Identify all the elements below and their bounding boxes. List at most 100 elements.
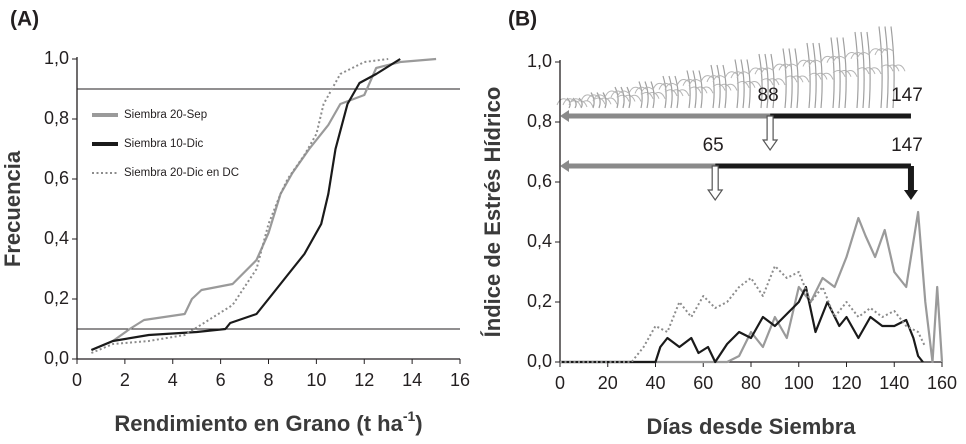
plant <box>662 75 667 109</box>
plant <box>596 92 601 109</box>
y-axis-label: Frecuencia <box>0 150 25 267</box>
plant <box>878 26 883 109</box>
y-tick-label: 0,2 <box>44 288 69 308</box>
y-tick-label: 0,2 <box>527 291 552 311</box>
plant <box>734 59 739 109</box>
y-tick-label: 0,4 <box>527 231 552 251</box>
leaf <box>760 67 786 86</box>
series-line <box>90 58 401 352</box>
plant <box>716 64 721 109</box>
plant <box>794 48 799 109</box>
y-axis-label: Índice de Estrés Hídrico <box>480 87 505 338</box>
plant <box>866 31 871 109</box>
plant <box>722 64 727 109</box>
plant <box>854 31 859 109</box>
plant <box>590 92 595 109</box>
leaf <box>706 75 732 91</box>
plant <box>746 59 751 109</box>
leaf <box>736 71 762 88</box>
leaf <box>784 63 810 83</box>
plant <box>686 70 691 109</box>
leaf <box>880 48 906 72</box>
series-line <box>560 285 924 364</box>
plant <box>806 42 811 109</box>
plant <box>764 53 769 109</box>
x-tick-label: 100 <box>784 373 814 393</box>
phase-start-arrow <box>707 165 724 202</box>
x-axis-label: Días desde Siembra <box>646 414 856 439</box>
x-tick-label: 0 <box>72 370 82 390</box>
x-tick-label: 8 <box>263 370 273 390</box>
plant <box>626 86 631 109</box>
leaf <box>856 52 882 75</box>
x-tick-label: 20 <box>598 373 618 393</box>
plant <box>620 86 625 109</box>
series-line <box>90 57 437 352</box>
plant <box>638 81 643 109</box>
plant <box>830 37 835 109</box>
y-tick-label: 0,6 <box>527 171 552 191</box>
plant <box>602 92 607 109</box>
leaf <box>562 98 588 108</box>
x-tick-label: 60 <box>693 373 713 393</box>
leaf <box>808 59 834 80</box>
leaf <box>640 86 666 99</box>
plant <box>614 86 619 109</box>
plant <box>836 37 841 109</box>
leaf <box>664 82 690 97</box>
series-line <box>560 210 944 364</box>
phase-arrowhead <box>560 110 569 122</box>
x-tick-label: 120 <box>831 373 861 393</box>
x-tick-label: 0 <box>555 373 565 393</box>
x-tick-label: 40 <box>645 373 665 393</box>
legend-label: Siembra 20-Dic en DC <box>124 167 239 179</box>
phase-start-arrow <box>761 115 779 152</box>
x-axis-label-end: ) <box>415 411 422 436</box>
plant-illustration <box>556 26 906 109</box>
plant <box>740 59 745 109</box>
plant <box>674 75 679 109</box>
y-tick-label: 0,8 <box>44 108 69 128</box>
x-axis-label-text: Rendimiento en Grano (t ha <box>114 411 403 436</box>
phase-arrowhead <box>560 160 569 172</box>
phase-start-label: 65 <box>703 135 724 156</box>
plant <box>578 97 583 109</box>
plant <box>650 81 655 109</box>
legend-label: Siembra 20-Sep <box>124 109 207 121</box>
panel-label: (A) <box>10 8 39 31</box>
x-tick-label: 16 <box>450 370 470 390</box>
y-tick-label: 0,4 <box>44 228 69 248</box>
plant <box>812 42 817 109</box>
leaf <box>688 79 714 94</box>
x-tick-label: 4 <box>168 370 178 390</box>
x-tick-label: 14 <box>402 370 422 390</box>
x-tick-label: 10 <box>306 370 326 390</box>
plant <box>860 31 865 109</box>
series-line <box>91 58 389 354</box>
leaf <box>832 55 858 77</box>
plant <box>758 53 763 109</box>
plant <box>818 42 823 109</box>
plant <box>788 48 793 109</box>
leaf <box>592 94 618 105</box>
y-tick-label: 1,0 <box>44 48 69 68</box>
panel-label: (B) <box>508 8 537 31</box>
plant <box>770 53 775 109</box>
y-tick-label: 1,0 <box>527 51 552 71</box>
x-tick-label: 80 <box>741 373 761 393</box>
x-tick-label: 12 <box>354 370 374 390</box>
leaf <box>712 75 738 91</box>
plant <box>884 26 889 109</box>
y-tick-label: 0,6 <box>44 168 69 188</box>
plant <box>842 37 847 109</box>
plant <box>698 70 703 109</box>
leaf <box>616 90 642 102</box>
phase-start-label: 88 <box>758 85 779 106</box>
leaf <box>568 98 594 108</box>
legend-label: Siembra 10-Dic <box>124 138 203 150</box>
phase-end-label: 147 <box>891 135 923 156</box>
x-tick-label: 140 <box>879 373 909 393</box>
x-axis-label-sup: -1 <box>403 408 416 424</box>
leaf <box>700 75 726 91</box>
